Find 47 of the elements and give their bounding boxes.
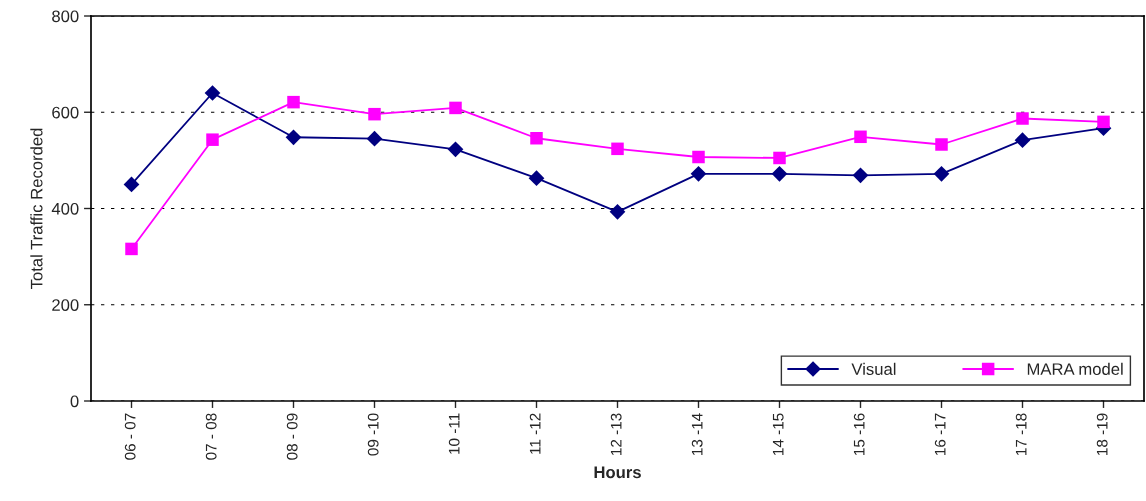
- x-tick-label: 10 -11: [448, 413, 460, 454]
- legend-label: Visual: [851, 362, 896, 376]
- x-tick-label: 11 -12: [529, 413, 541, 454]
- point: [692, 150, 705, 164]
- y-tick-label: 400: [51, 202, 79, 215]
- point: [852, 167, 869, 184]
- point: [123, 176, 140, 193]
- point: [125, 242, 138, 256]
- x-tick-label: 15 -16: [853, 413, 865, 455]
- point: [206, 133, 219, 146]
- x-tick-label: 12 -13: [610, 413, 622, 455]
- point: [528, 170, 545, 187]
- x-axis-title: Hours: [594, 466, 641, 479]
- point: [773, 151, 786, 165]
- x-tick-label: 17 -18: [1015, 413, 1027, 455]
- y-tick-label: 0: [70, 395, 79, 408]
- point: [530, 131, 543, 145]
- y-axis-title: Total Traffic Recorded: [30, 128, 43, 290]
- x-tick-label: 18 -19: [1096, 413, 1108, 455]
- x-tick-label: 16 -17: [934, 413, 946, 455]
- point: [609, 204, 626, 220]
- point: [935, 138, 948, 151]
- x-tick-label: 09 -10: [367, 413, 379, 456]
- point: [611, 142, 624, 156]
- x-tick-label: 08 - 09: [286, 413, 298, 460]
- point: [368, 107, 381, 121]
- x-tick-label: 13 -14: [691, 413, 703, 455]
- y-tick-label: 800: [52, 10, 79, 23]
- point: [771, 165, 788, 182]
- point: [366, 130, 383, 147]
- y-tick-label: 600: [52, 106, 79, 119]
- legend-label: MARA model: [1027, 362, 1123, 376]
- y-tick-label: 200: [52, 299, 79, 311]
- x-tick-label: 07 - 08: [205, 413, 217, 460]
- point: [447, 141, 464, 158]
- x-tick-label: 06 - 07: [124, 413, 136, 460]
- point: [933, 165, 950, 182]
- x-tick-label: 14 -15: [772, 413, 784, 455]
- point: [1016, 112, 1029, 125]
- point: [854, 130, 867, 144]
- point: [449, 101, 462, 115]
- point: [690, 165, 707, 182]
- point: [1014, 132, 1031, 149]
- point: [285, 129, 302, 146]
- point: [204, 85, 221, 101]
- point: [1097, 115, 1110, 129]
- point: [287, 95, 300, 109]
